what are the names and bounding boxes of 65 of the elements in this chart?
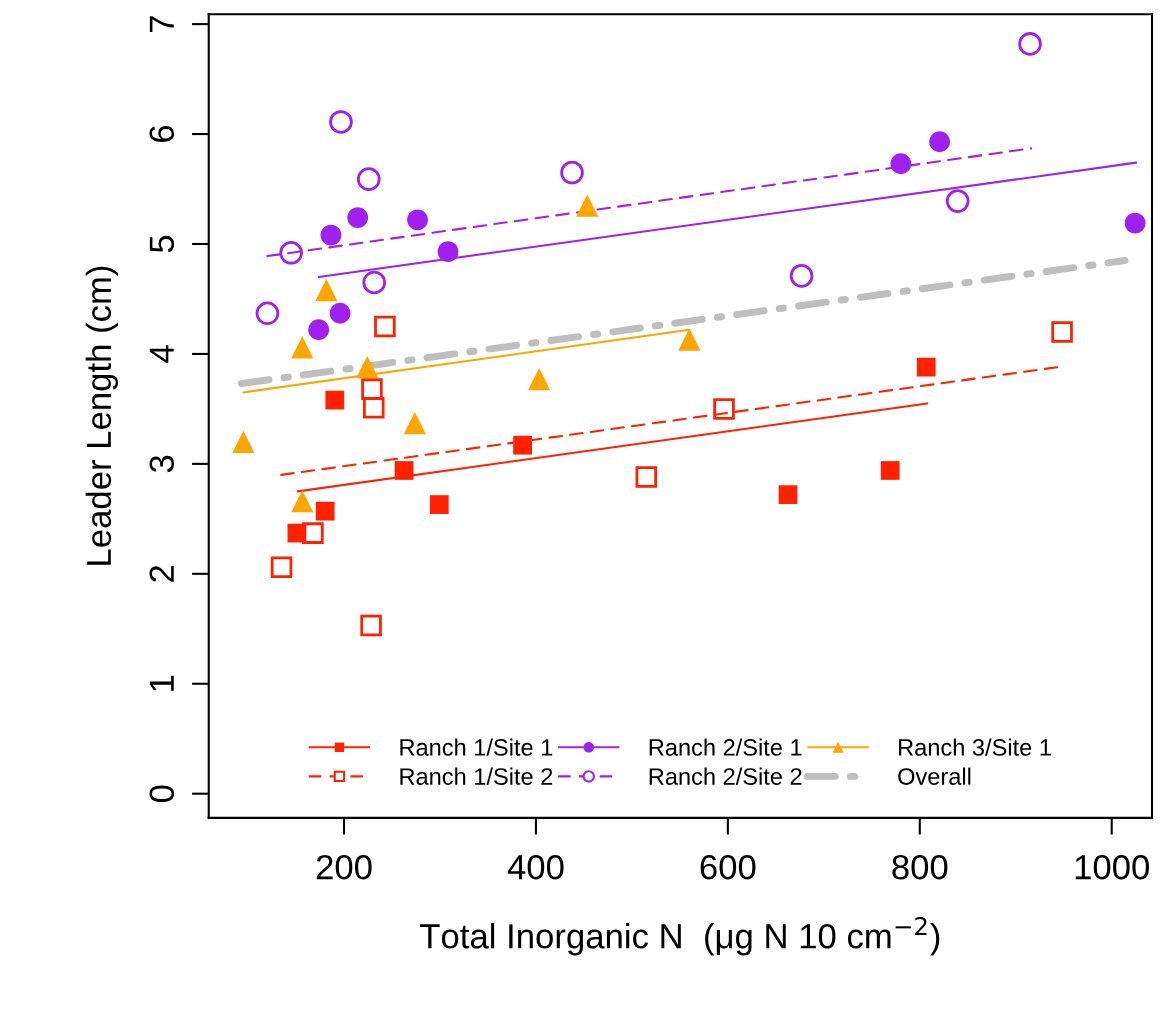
legend-label: Overall [898, 767, 971, 785]
x-tick-label: 400 [507, 854, 564, 880]
point [635, 466, 658, 488]
legend-label: Ranch 2/Site 1 [649, 738, 802, 756]
point [302, 522, 324, 544]
y-tick-label: 0 [149, 785, 175, 802]
point [291, 490, 314, 513]
point [407, 209, 428, 231]
point [513, 435, 532, 455]
y-tick-label: 6 [149, 125, 175, 142]
point [1018, 32, 1042, 56]
point [576, 194, 599, 217]
point [890, 153, 912, 175]
x-axis-title: Total Inorganic N (μg N 10 cm$^{−2}$) [420, 916, 940, 956]
x-tick-label: 600 [700, 854, 756, 880]
point [361, 378, 383, 400]
point [374, 315, 396, 338]
point [315, 501, 335, 521]
point [347, 207, 369, 229]
x-tick-label: 1000 [1075, 854, 1149, 880]
point [320, 224, 342, 246]
y-tick-label: 2 [149, 565, 174, 582]
point [362, 270, 387, 295]
point [429, 495, 449, 514]
legend-label: Ranch 1/Site 2 [400, 767, 553, 785]
point [437, 241, 459, 263]
y-axis-title: Leader Length (cm) [85, 266, 119, 565]
point [363, 397, 385, 419]
point [403, 412, 426, 435]
point [929, 131, 951, 153]
point [291, 336, 314, 359]
point [1124, 212, 1146, 234]
legend-label: Ranch 1/Site 1 [400, 738, 553, 756]
y-tick-label: 4 [149, 345, 174, 363]
point [778, 485, 798, 505]
y-tick-label: 3 [149, 455, 175, 473]
y-tick-label: 7 [149, 16, 174, 32]
y-tick-label: 1 [149, 675, 174, 691]
point [880, 461, 900, 480]
point [528, 368, 551, 391]
point [329, 110, 353, 134]
legend-label: Ranch 2/Site 2 [649, 767, 802, 785]
legend-label: Ranch 3/Site 1 [899, 738, 1051, 756]
y-tick-label: 5 [149, 235, 175, 253]
point [678, 328, 701, 351]
x-tick-label: 200 [316, 854, 372, 880]
point [1051, 321, 1073, 343]
point [945, 189, 970, 213]
point [315, 279, 338, 302]
point [270, 556, 293, 578]
point [356, 356, 379, 379]
point [560, 160, 584, 185]
point [232, 430, 255, 453]
point [356, 167, 381, 191]
point [325, 390, 345, 410]
point [329, 302, 351, 324]
point [279, 240, 303, 265]
point [916, 357, 936, 377]
point [789, 264, 814, 288]
point [308, 319, 330, 341]
point [360, 614, 382, 637]
point [255, 301, 280, 326]
point [713, 398, 735, 420]
point [394, 461, 414, 480]
x-tick-label: 800 [892, 854, 948, 880]
